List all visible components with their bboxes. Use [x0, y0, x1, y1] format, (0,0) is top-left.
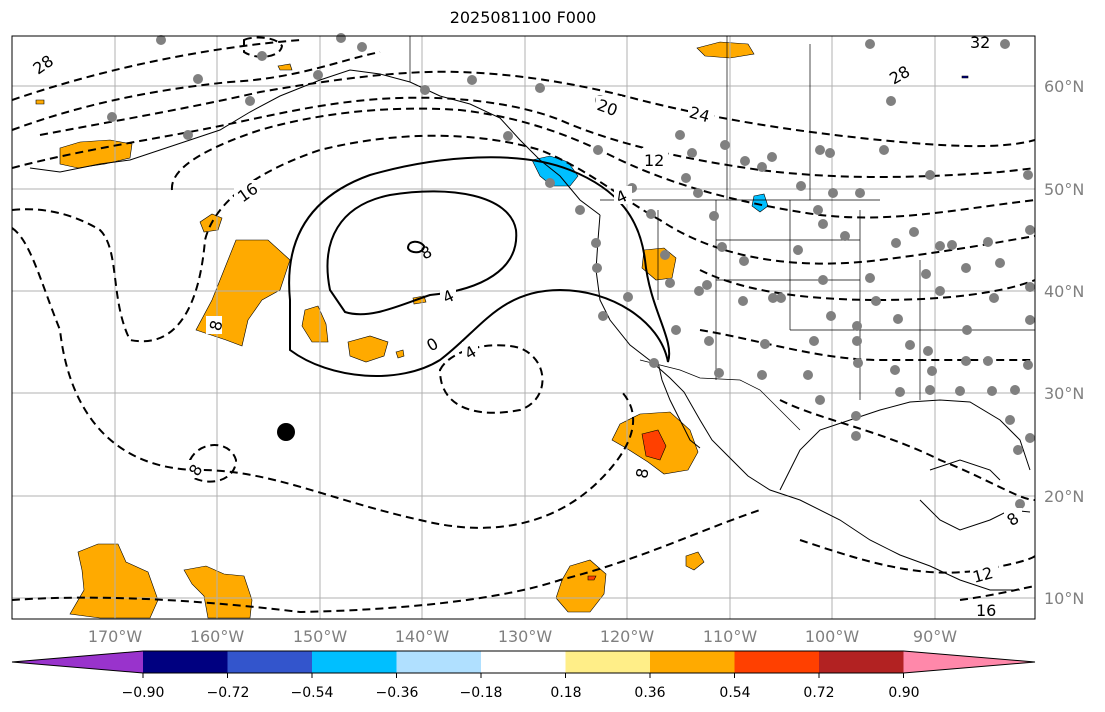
colorbar-tick-label: 0.54	[719, 685, 750, 701]
coastlines	[29, 69, 1031, 591]
colorbar-tick-label: −0.18	[460, 685, 503, 701]
lon-label: 160°W	[190, 627, 245, 646]
longitude-labels: 170°W 160°W 150°W 140°W 130°W 120°W 110°…	[88, 627, 957, 646]
lat-label: 20°N	[1044, 487, 1084, 506]
colorbar-tick-label: −0.90	[122, 685, 165, 701]
contour-label: 12	[644, 151, 664, 170]
colorbar-ticks: −0.90 −0.72 −0.54 −0.36 −0.18 0.18 0.36 …	[122, 685, 920, 701]
contour-label: 16	[976, 601, 996, 620]
lon-label: 130°W	[498, 627, 553, 646]
colorbar-tick-label: 0.90	[888, 685, 919, 701]
lat-label: 50°N	[1044, 180, 1084, 199]
contour-label: 24	[687, 103, 712, 127]
lon-label: 90°W	[913, 627, 957, 646]
colorbar-segment	[481, 651, 566, 673]
colorbar-segment	[819, 651, 904, 673]
lon-label: 170°W	[88, 627, 143, 646]
colorbar-tick-label: −0.36	[376, 685, 419, 701]
colorbar-segment	[565, 651, 651, 673]
colorbar-tick-label: −0.72	[207, 685, 250, 701]
contour-label: 8	[632, 467, 652, 480]
contour-label: 8	[418, 242, 435, 264]
colorbar-segment	[312, 651, 397, 673]
map-frame	[11, 35, 1036, 620]
station-markers	[107, 33, 1035, 509]
lat-label: 40°N	[1044, 282, 1084, 301]
colorbar	[11, 650, 1036, 678]
colorbar-extension-low	[12, 651, 143, 673]
lat-label: 30°N	[1044, 384, 1084, 403]
colorbar-segment	[734, 651, 820, 673]
contour-label-group: 28 16 20 24 12 4 8 4 0 4 8 8 8 8 28 32 1…	[29, 32, 1022, 620]
reference-point-marker	[277, 423, 295, 441]
lon-label: 140°W	[395, 627, 450, 646]
latitude-labels: 60°N 50°N 40°N 30°N 20°N 10°N	[1044, 77, 1084, 608]
lat-label: 60°N	[1044, 77, 1084, 96]
contour-lines-dashed	[12, 36, 1035, 614]
lon-label: 100°W	[805, 627, 860, 646]
map-title: 2025081100 F000	[449, 8, 597, 27]
contour-label: 32	[970, 33, 990, 52]
colorbar-segment	[396, 651, 482, 673]
lat-lon-grid	[12, 36, 1035, 619]
lon-label: 120°W	[600, 627, 655, 646]
lon-label: 150°W	[293, 627, 348, 646]
colorbar-segment	[650, 651, 735, 673]
lon-label: 110°W	[703, 627, 758, 646]
colorbar-extension-high	[903, 651, 1035, 673]
contour-label: 8	[206, 318, 227, 333]
colorbar-tick-label: 0.72	[803, 685, 834, 701]
political-borders	[409, 36, 1035, 431]
colorbar-tick-label: 0.18	[550, 685, 581, 701]
colorbar-tick-label: −0.54	[291, 685, 334, 701]
colorbar-segment	[227, 651, 313, 673]
contour-label: 12	[971, 563, 996, 587]
contour-lines	[288, 156, 671, 377]
colorbar-tick-label: 0.36	[634, 685, 665, 701]
lat-label: 10°N	[1044, 589, 1084, 608]
colorbar-segment	[143, 651, 228, 673]
